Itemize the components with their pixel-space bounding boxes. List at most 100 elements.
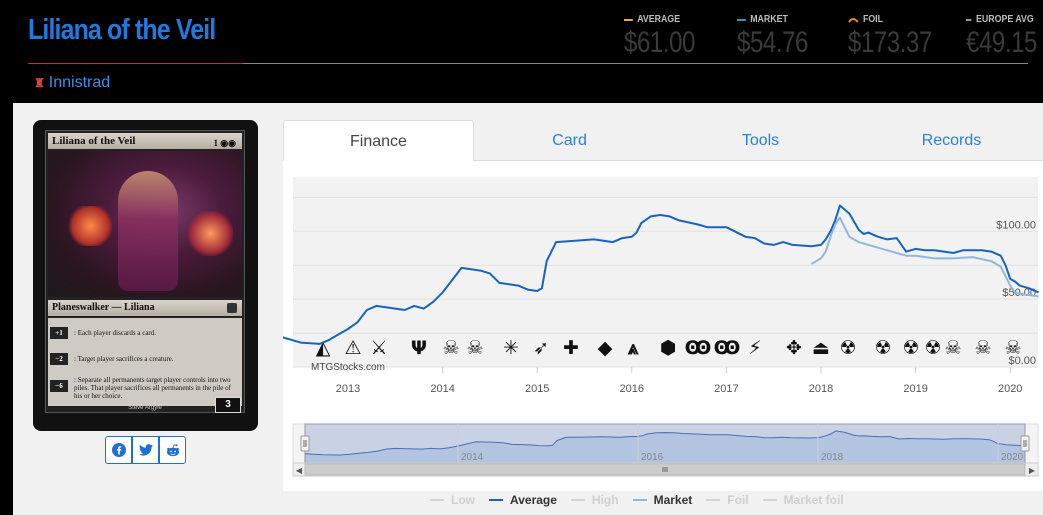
innistrad-set-icon: ♜: [34, 76, 45, 90]
set-release-icon: ☠: [442, 337, 459, 359]
set-release-icon: ➶: [533, 337, 549, 359]
set-release-icon: ✚: [563, 337, 579, 359]
navigator-tick-label: 2020: [1001, 452, 1024, 463]
set-release-icon: ◆: [598, 337, 613, 359]
set-release-icon: ☠: [944, 337, 961, 359]
scroll-right-arrow-icon[interactable]: ▶: [1029, 466, 1036, 475]
x-tick-label: 2020: [998, 383, 1022, 395]
set-release-icon: ☢: [839, 337, 856, 359]
series-line-average: [283, 204, 1039, 345]
market-swatch-icon: [737, 18, 746, 21]
set-release-icon: ◭: [316, 337, 331, 359]
card-image-name: Liliana of the Veil 1 ◉◉: [48, 133, 242, 149]
navigator-tick-label: 2016: [641, 452, 664, 463]
x-tick-label: 2015: [525, 383, 549, 395]
x-tick-label: 2014: [430, 383, 454, 395]
legend-average[interactable]: Average: [489, 493, 557, 507]
series-line-market: [810, 216, 1039, 298]
price-foil-value: $173.37: [848, 26, 932, 59]
header-divider: [243, 63, 1028, 64]
price-average-label: AVERAGE: [637, 14, 681, 25]
tab-tools[interactable]: Tools: [741, 132, 780, 149]
set-release-icon: Ꙭ: [714, 337, 741, 359]
mana-cost: 1 ◉◉: [213, 138, 236, 148]
legend-market-foil[interactable]: Market foil: [762, 493, 844, 507]
europe-swatch-icon: [966, 18, 972, 21]
loyalty-plus-one: +1: [50, 327, 68, 339]
share-buttons: [105, 436, 186, 464]
set-link-row[interactable]: ♜ Innistrad: [34, 74, 110, 92]
legend-market[interactable]: Market: [632, 493, 692, 507]
navigator-tick-label: 2014: [461, 452, 484, 463]
x-tick-label: 2016: [620, 383, 644, 395]
x-tick-label: 2017: [714, 383, 738, 395]
tab-bar: Finance Card Tools Records: [283, 120, 1043, 161]
price-europe: EUROPE AVG €49.15: [966, 14, 1043, 60]
set-release-icon: ✳: [503, 337, 519, 359]
top-header: Liliana of the Veil ♜ Innistrad AVERAGE …: [0, 0, 1043, 103]
set-release-icon: Ꙭ: [685, 337, 712, 359]
title-underline: [28, 63, 243, 64]
card-rules-text: +1 : Each player discards a card. −2 : T…: [48, 318, 242, 406]
legend-foil[interactable]: Foil: [706, 493, 749, 507]
navigator-left-handle[interactable]: [300, 435, 310, 452]
x-tick-label: 2018: [809, 383, 833, 395]
price-europe-value: €49.15: [966, 26, 1038, 59]
loyalty-minus-six: −6: [50, 380, 68, 392]
set-release-icon: Ψ: [411, 337, 427, 359]
share-facebook-button[interactable]: [105, 436, 132, 464]
set-release-icon: ☢: [902, 337, 919, 359]
card-loyalty: 3: [215, 397, 241, 413]
set-release-icon: ✥: [786, 337, 802, 359]
price-europe-label: EUROPE AVG: [976, 14, 1034, 25]
set-release-icon: ☠: [466, 337, 483, 359]
set-release-icon: ☢: [924, 337, 941, 359]
set-link[interactable]: Innistrad: [48, 74, 111, 91]
twitter-icon: [138, 444, 153, 456]
set-release-icon: ⬢: [660, 337, 677, 359]
card-artist: Steve Argyle: [128, 405, 162, 411]
set-release-icon: ☢: [874, 337, 891, 359]
tab-records[interactable]: Records: [921, 132, 982, 149]
set-symbol-icon: [227, 303, 237, 313]
y-tick-label: $0.00: [1008, 355, 1036, 367]
chart-watermark: MTGStocks.com: [311, 362, 385, 373]
x-tick-label: 2013: [336, 383, 360, 395]
scroll-left-arrow-icon[interactable]: ◀: [296, 466, 303, 475]
set-release-icon: ☠: [974, 337, 991, 359]
navigator-tick-label: 2018: [821, 452, 844, 463]
set-release-icon: ☠: [1004, 337, 1021, 359]
foil-arc-icon: [848, 17, 859, 23]
plot-area: [293, 177, 1038, 367]
set-release-icon: ⚠: [344, 337, 361, 359]
card-artwork: [48, 151, 242, 297]
facebook-icon: [111, 443, 126, 457]
price-market-value: $54.76: [737, 26, 809, 59]
reddit-icon: [166, 443, 179, 456]
price-foil: FOIL $173.37: [848, 14, 948, 60]
tab-rule: [474, 160, 1043, 161]
navigator-right-handle[interactable]: [1020, 435, 1030, 452]
y-tick-label: $100.00: [996, 219, 1036, 231]
x-tick-label: 2019: [903, 383, 927, 395]
price-foil-label: FOIL: [862, 14, 884, 25]
price-average-value: $61.00: [624, 26, 696, 59]
card-type-line: Planeswalker — Liliana: [48, 300, 242, 316]
price-market-label: MARKET: [750, 14, 788, 25]
share-twitter-button[interactable]: [132, 436, 159, 464]
legend-high[interactable]: High: [570, 493, 619, 507]
tab-finance[interactable]: Finance: [283, 120, 474, 161]
set-release-icon: ⚡: [748, 337, 761, 359]
tab-card[interactable]: Card: [552, 132, 587, 149]
navigator-line: [304, 430, 1026, 456]
loyalty-minus-two: −2: [50, 353, 68, 365]
card-title: Liliana of the Veil: [28, 14, 216, 46]
share-reddit-button[interactable]: [159, 436, 186, 464]
price-market: MARKET $54.76: [737, 14, 837, 60]
set-release-icon: ⩓: [627, 337, 640, 359]
legend-low[interactable]: Low: [430, 493, 475, 507]
average-swatch-icon: [624, 18, 633, 21]
set-release-icon: ⚔: [370, 337, 387, 359]
set-release-icon: ⏏: [812, 337, 830, 359]
